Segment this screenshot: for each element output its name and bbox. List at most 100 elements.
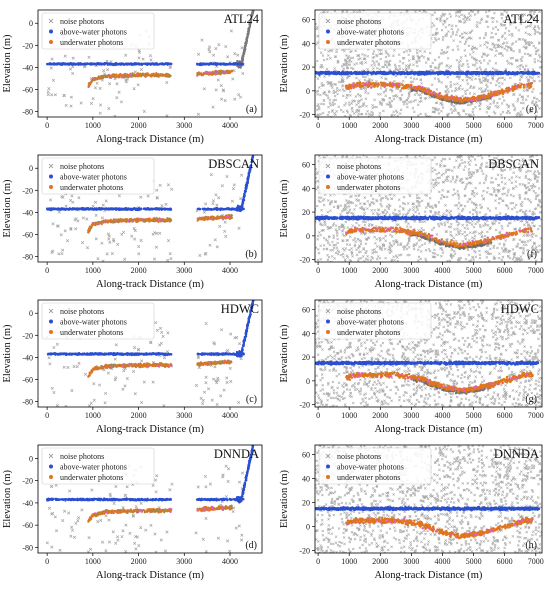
above-water-photon <box>89 63 92 66</box>
noise-photon <box>204 202 208 206</box>
land-photon <box>249 18 253 22</box>
noise-photon <box>160 330 164 334</box>
noise-photon <box>158 343 162 347</box>
noise-photon <box>208 482 212 486</box>
land-photon <box>256 136 258 138</box>
land-photon <box>238 355 241 358</box>
land-photon <box>253 439 255 441</box>
above-water-photon <box>237 62 240 66</box>
noise-photon <box>196 112 200 116</box>
underwater-photon <box>140 218 143 221</box>
noise-photon <box>215 402 219 407</box>
above-water-photon <box>50 208 53 211</box>
y-tick-label: -40 <box>22 63 33 72</box>
noise-photon <box>108 494 112 498</box>
land-photon <box>254 146 256 148</box>
land-photon <box>254 290 256 292</box>
noise-photon <box>133 237 137 241</box>
land-photon <box>256 281 258 283</box>
noise-photon <box>130 234 134 238</box>
land-photon <box>253 151 255 153</box>
above-water-photon <box>230 207 233 210</box>
noise-photon <box>110 252 114 256</box>
noise-photon <box>54 529 59 533</box>
underwater-photon <box>95 222 99 225</box>
underwater-photon <box>138 364 141 367</box>
noise-photon <box>83 372 88 376</box>
land-photon <box>256 137 258 139</box>
noise-photon <box>224 44 228 49</box>
above-water-photon <box>152 352 156 356</box>
land-photon <box>253 150 255 152</box>
above-water-photon <box>52 497 55 501</box>
land-photon <box>252 297 254 299</box>
above-water-photon <box>210 208 214 211</box>
underwater-photon <box>115 76 118 79</box>
land-photon <box>247 463 250 466</box>
above-water-photon <box>50 63 53 66</box>
above-water-photon <box>73 352 76 355</box>
noise-photon <box>154 245 158 249</box>
noise-photon <box>114 541 118 545</box>
noise-photon <box>230 199 234 203</box>
land-photon <box>256 135 258 137</box>
noise-photon <box>151 380 155 384</box>
legend-marker-underwater <box>49 330 53 334</box>
legend-marker-underwater <box>49 40 53 44</box>
above-water-photon <box>61 208 64 211</box>
noise-photon <box>131 369 136 373</box>
noise-photon <box>237 480 242 484</box>
legend-marker-underwater <box>49 185 53 189</box>
above-water-photons <box>45 497 245 502</box>
noise-photon <box>201 398 205 402</box>
above-water-photon <box>105 208 108 211</box>
above-water-photon <box>75 208 79 211</box>
underwater-photon <box>196 73 200 76</box>
legend-label: noise photons <box>60 17 104 26</box>
noise-photon <box>239 197 243 201</box>
land-photon <box>250 452 253 455</box>
underwater-photon <box>168 364 171 367</box>
above-water-photon <box>149 208 153 211</box>
noise-photon <box>98 111 102 115</box>
land-photon <box>252 296 254 298</box>
underwater-photon <box>213 217 216 221</box>
noise-photon <box>54 483 58 487</box>
land-photon <box>253 438 255 440</box>
underwater-photon <box>99 76 103 79</box>
x-tick-label: 0 <box>45 121 49 130</box>
noise-photon <box>219 84 223 88</box>
land-photon <box>256 136 258 138</box>
underwater-photons <box>87 69 234 89</box>
underwater-photon <box>163 220 166 223</box>
noise-photon <box>201 537 205 541</box>
noise-photon <box>112 501 116 505</box>
land-photon <box>250 12 254 15</box>
noise-photon <box>221 88 225 92</box>
noise-photon <box>137 245 141 249</box>
underwater-photon <box>214 72 218 75</box>
underwater-photon <box>128 363 131 366</box>
land-photon <box>254 440 256 442</box>
land-photon <box>253 149 255 151</box>
underwater-photon <box>93 78 96 81</box>
above-water-photon <box>86 353 89 356</box>
noise-photon <box>240 538 244 542</box>
land-photon <box>249 164 252 167</box>
land-photon <box>254 436 256 438</box>
noise-photon <box>124 549 128 553</box>
above-water-photon <box>135 352 139 356</box>
y-tick-label: -80 <box>22 397 33 406</box>
above-water-photon <box>166 207 170 211</box>
above-water-photon <box>146 207 149 211</box>
noise-photon <box>233 52 237 56</box>
underwater-photon <box>141 73 144 76</box>
noise-photon <box>196 485 200 489</box>
land-photon <box>255 139 257 141</box>
noise-photon <box>208 45 212 49</box>
above-water-photon <box>63 62 67 66</box>
underwater-photon <box>139 72 142 75</box>
noise-photon <box>53 515 57 519</box>
noise-photon <box>107 518 111 522</box>
